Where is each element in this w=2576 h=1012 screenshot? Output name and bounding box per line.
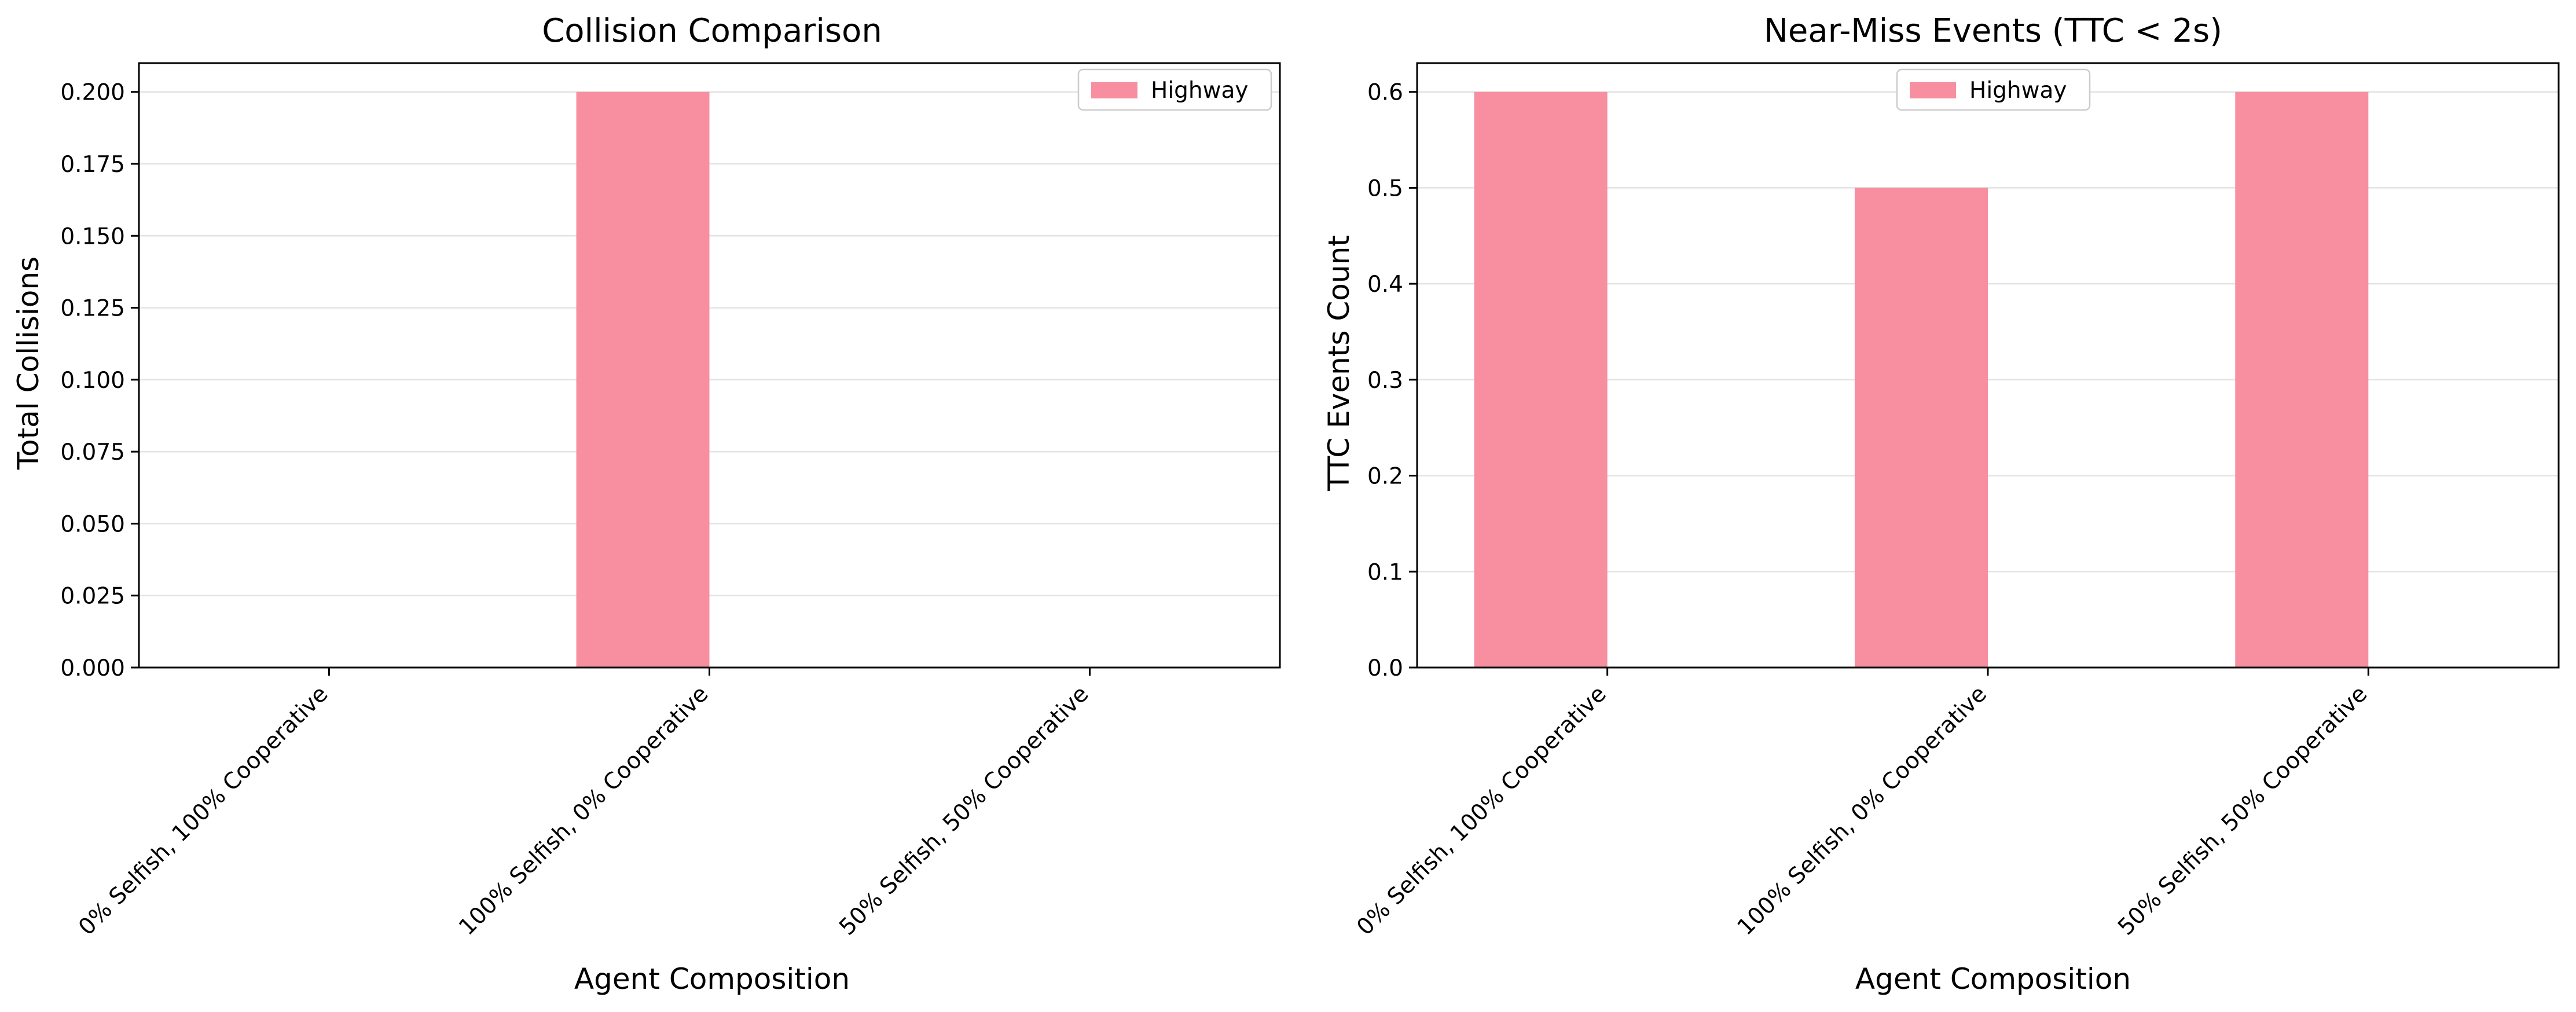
bar bbox=[576, 91, 710, 668]
legend: Highway bbox=[1896, 68, 2091, 111]
x-axis-label: Agent Composition bbox=[574, 962, 850, 996]
chart-title: Near-Miss Events (TTC < 2s) bbox=[1764, 12, 2222, 50]
bar bbox=[1474, 91, 1608, 668]
legend: Highway bbox=[1077, 68, 1272, 111]
y-tick-label: 0.100 bbox=[60, 368, 125, 394]
x-axis-label: Agent Composition bbox=[1855, 962, 2131, 996]
y-tick-label: 0.5 bbox=[1367, 175, 1403, 201]
legend-label: Highway bbox=[1969, 78, 2067, 104]
x-tick-label: 0% Selfish, 100% Cooperative bbox=[74, 681, 333, 940]
y-tick-label: 0.000 bbox=[60, 655, 125, 681]
x-tick-label: 0% Selfish, 100% Cooperative bbox=[1352, 681, 1611, 940]
collision-comparison-chart: Collision Comparison Agent Composition T… bbox=[12, 12, 882, 996]
plot-area-1: 0.000 0.025 0.050 0.075 0.100 0.125 0.150 0.175… bbox=[60, 62, 1281, 941]
legend-label: Highway bbox=[1151, 78, 1249, 104]
y-tick-label: 0.6 bbox=[1367, 80, 1403, 106]
near-miss-events-chart: Near-Miss Events (TTC < 2s) Agent Compos… bbox=[1322, 12, 2222, 996]
y-axis-label: Total Collisions bbox=[12, 256, 45, 470]
y-tick-label: 0.050 bbox=[60, 511, 125, 537]
x-tick-label: 50% Selfish, 50% Cooperative bbox=[2113, 681, 2372, 940]
y-tick-label: 0.150 bbox=[60, 223, 125, 250]
y-tick-label: 0.0 bbox=[1367, 655, 1403, 681]
plot-area-2: 0.0 0.1 0.2 0.3 0.4 0.5 0.6 0% Selfish, 100% Co… bbox=[1352, 62, 2560, 941]
x-tick-label: 100% Selfish, 0% Cooperative bbox=[1733, 681, 1992, 940]
x-tick-label: 50% Selfish, 50% Cooperative bbox=[834, 681, 1093, 940]
chart-title: Collision Comparison bbox=[542, 12, 882, 50]
y-tick-label: 0.3 bbox=[1367, 368, 1403, 394]
legend-box bbox=[1077, 68, 1272, 111]
y-tick-label: 0.2 bbox=[1367, 464, 1403, 490]
y-tick-label: 0.200 bbox=[60, 80, 125, 106]
y-tick-label: 0.4 bbox=[1367, 272, 1403, 298]
y-tick-label: 0.175 bbox=[60, 152, 125, 178]
y-axis-label: TTC Events Count bbox=[1322, 235, 1356, 492]
legend-swatch bbox=[1091, 82, 1137, 98]
x-tick-label: 100% Selfish, 0% Cooperative bbox=[454, 681, 713, 940]
y-tick-label: 0.125 bbox=[60, 296, 125, 322]
legend-box bbox=[1896, 68, 2091, 111]
legend-swatch bbox=[1910, 82, 1956, 98]
y-tick-label: 0.1 bbox=[1367, 559, 1403, 585]
bar bbox=[1854, 188, 1988, 668]
bar bbox=[2235, 91, 2369, 668]
y-tick-label: 0.025 bbox=[60, 584, 125, 610]
y-tick-label: 0.075 bbox=[60, 439, 125, 465]
